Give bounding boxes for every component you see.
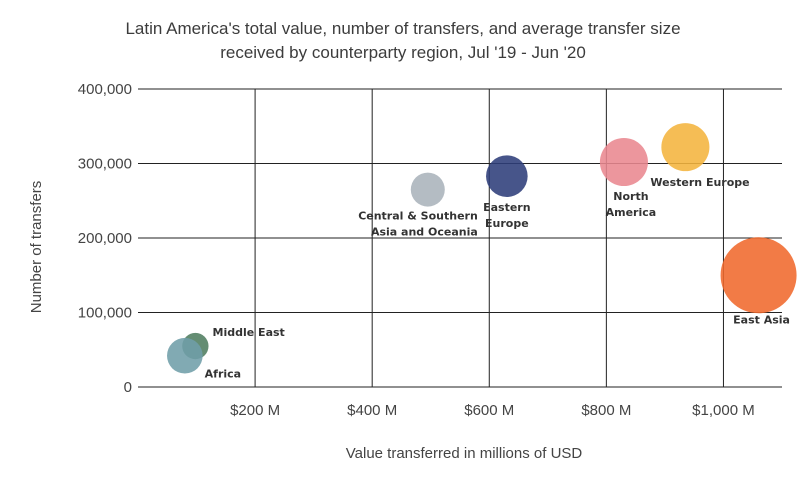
y-axis-ticks: 0 100,000 200,000 300,000 400,000 — [78, 81, 132, 396]
chart-title: Latin America's total value, number of t… — [125, 19, 680, 62]
x-tick-label: $800 M — [581, 402, 631, 419]
grid — [138, 88, 782, 388]
bubble-africa — [167, 337, 203, 374]
y-tick-label: 0 — [124, 379, 132, 396]
point-label-western-europe: Western Europe — [650, 176, 749, 189]
bubble-east-asia — [720, 237, 797, 314]
chart-title-line-1: Latin America's total value, number of t… — [125, 19, 680, 38]
bubbles — [167, 123, 797, 374]
point-label-africa: Africa — [205, 368, 241, 381]
bubble-north-america — [599, 137, 648, 187]
x-axis-ticks: $200 M $400 M $600 M $800 M $1,000 M — [230, 402, 755, 419]
point-label-central-southern-asia-and-oceania: Central & Southern Asia and Oceania — [358, 210, 478, 239]
bubble-western-europe — [661, 123, 710, 172]
y-tick-label: 300,000 — [78, 156, 132, 173]
x-tick-label: $400 M — [347, 402, 397, 419]
y-tick-label: 200,000 — [78, 230, 132, 247]
y-tick-label: 100,000 — [78, 305, 132, 322]
point-label-middle-east: Middle East — [213, 326, 285, 339]
point-label-eastern-europe: Eastern Europe — [483, 201, 530, 230]
chart-title-line-2: received by counterparty region, Jul '19… — [220, 43, 586, 62]
bubble-central-southern-asia-and-oceania — [410, 172, 445, 207]
point-labels: Middle East Africa Central & Southern Asia … — [205, 176, 790, 380]
x-tick-label: $1,000 M — [692, 402, 755, 419]
x-tick-label: $600 M — [464, 402, 514, 419]
x-axis-label: Value transferred in millions of USD — [346, 445, 583, 462]
y-axis-label: Number of transfers — [28, 181, 45, 314]
point-label-east-asia: East Asia — [733, 313, 790, 326]
bubble-eastern-europe — [486, 155, 528, 197]
y-tick-label: 400,000 — [78, 81, 132, 98]
x-tick-label: $200 M — [230, 402, 280, 419]
point-label-north-america: North America — [606, 190, 657, 219]
